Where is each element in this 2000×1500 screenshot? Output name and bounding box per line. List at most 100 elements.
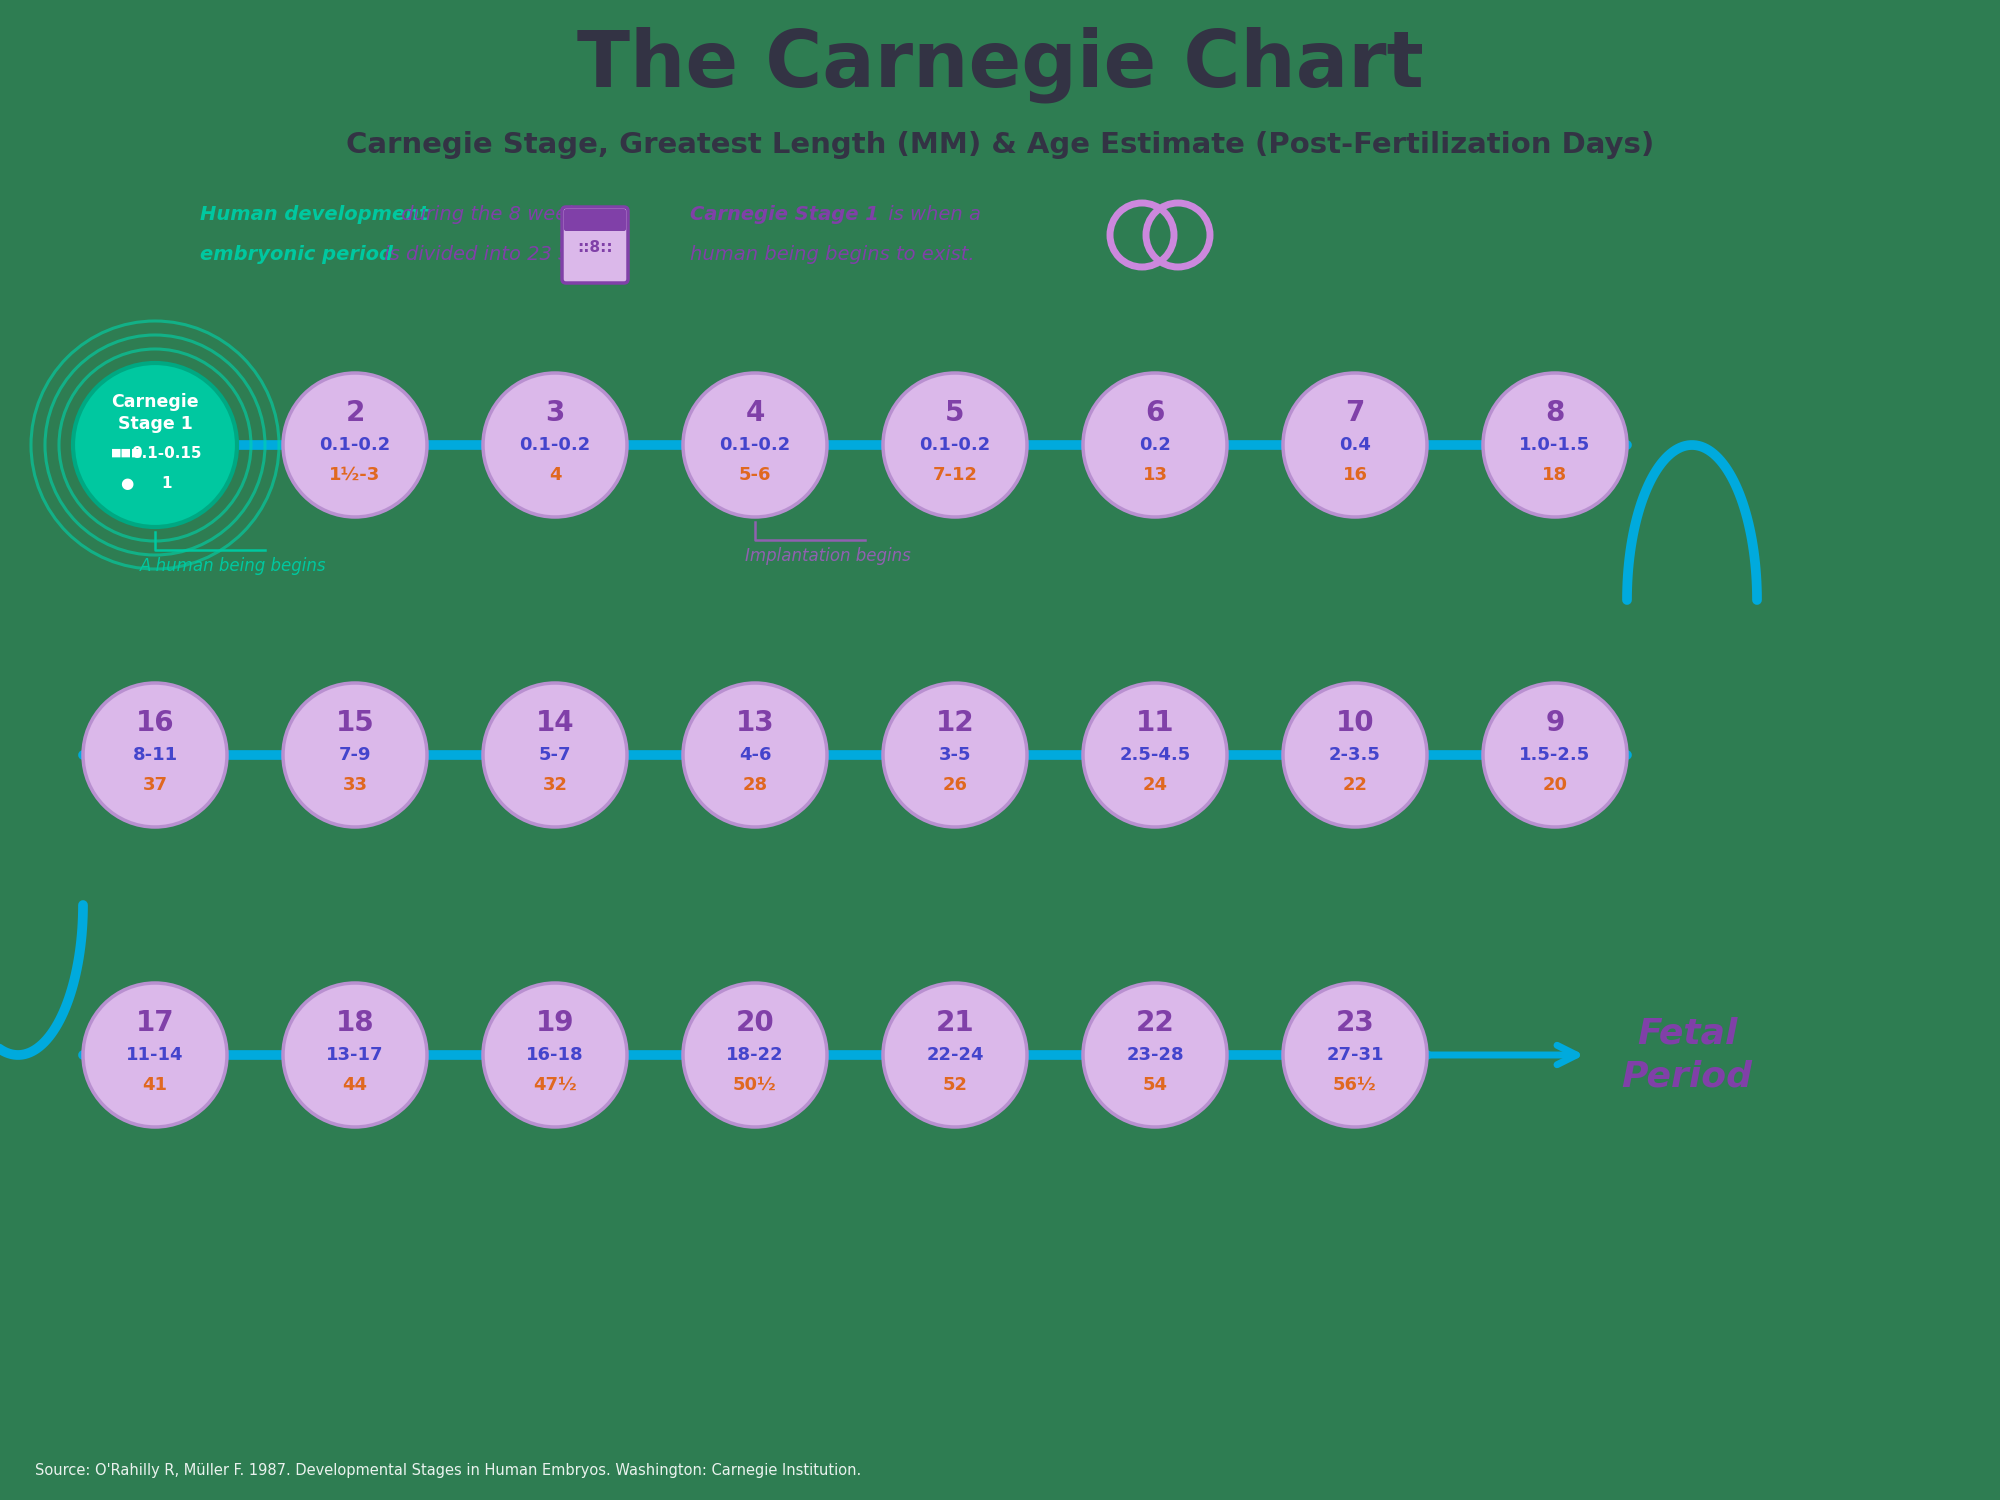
Text: 13-17: 13-17 xyxy=(326,1046,384,1064)
Text: 16: 16 xyxy=(136,710,174,736)
Text: 13: 13 xyxy=(736,710,774,736)
Text: during the 8 week: during the 8 week xyxy=(396,206,578,225)
Circle shape xyxy=(284,982,428,1126)
Text: Fetal
Period: Fetal Period xyxy=(1622,1017,1752,1094)
Circle shape xyxy=(484,982,628,1126)
Text: ●: ● xyxy=(120,476,134,490)
Text: 16: 16 xyxy=(1342,466,1368,484)
Text: 47½: 47½ xyxy=(534,1076,576,1094)
Text: 17: 17 xyxy=(136,1010,174,1036)
Circle shape xyxy=(684,982,828,1126)
Text: 9: 9 xyxy=(1546,710,1564,736)
Text: 44: 44 xyxy=(342,1076,368,1094)
Text: 0.1-0.15: 0.1-0.15 xyxy=(132,446,202,460)
Text: 7-12: 7-12 xyxy=(932,466,978,484)
Text: 28: 28 xyxy=(742,776,768,794)
Text: 18-22: 18-22 xyxy=(726,1046,784,1064)
Text: 37: 37 xyxy=(142,776,168,794)
Text: 10: 10 xyxy=(1336,710,1374,736)
Circle shape xyxy=(1284,374,1428,518)
Text: 0.1-0.2: 0.1-0.2 xyxy=(720,436,790,454)
Text: 7-9: 7-9 xyxy=(338,746,372,764)
Text: 13: 13 xyxy=(1142,466,1168,484)
Text: Carnegie Stage, Greatest Length (MM) & Age Estimate (Post-Fertilization Days): Carnegie Stage, Greatest Length (MM) & A… xyxy=(346,130,1654,159)
Circle shape xyxy=(84,682,228,826)
Text: 4-6: 4-6 xyxy=(738,746,772,764)
Text: 41: 41 xyxy=(142,1076,168,1094)
Circle shape xyxy=(884,982,1028,1126)
Text: 8-11: 8-11 xyxy=(132,746,178,764)
Circle shape xyxy=(284,374,428,518)
Circle shape xyxy=(484,682,628,826)
Circle shape xyxy=(684,682,828,826)
Text: 52: 52 xyxy=(942,1076,968,1094)
Text: 3: 3 xyxy=(546,399,564,427)
Text: 23: 23 xyxy=(1336,1010,1374,1036)
Text: 50½: 50½ xyxy=(734,1076,776,1094)
Text: 0.2: 0.2 xyxy=(1140,436,1170,454)
Text: human being begins to exist.: human being begins to exist. xyxy=(690,246,974,264)
Text: 1: 1 xyxy=(162,476,172,490)
Text: 20: 20 xyxy=(1542,776,1568,794)
Text: 15: 15 xyxy=(336,710,374,736)
Text: 22: 22 xyxy=(1342,776,1368,794)
Circle shape xyxy=(1084,682,1228,826)
Text: 18: 18 xyxy=(336,1010,374,1036)
Text: 0.1-0.2: 0.1-0.2 xyxy=(920,436,990,454)
Text: 2: 2 xyxy=(346,399,364,427)
Text: embryonic period: embryonic period xyxy=(200,246,392,264)
Text: 8: 8 xyxy=(1546,399,1564,427)
Text: 18: 18 xyxy=(1542,466,1568,484)
Circle shape xyxy=(72,363,238,526)
Text: 27-31: 27-31 xyxy=(1326,1046,1384,1064)
Text: 1½-3: 1½-3 xyxy=(330,466,380,484)
Text: 5-7: 5-7 xyxy=(538,746,572,764)
Text: 14: 14 xyxy=(536,710,574,736)
Text: 11-14: 11-14 xyxy=(126,1046,184,1064)
Text: 11: 11 xyxy=(1136,710,1174,736)
Text: 20: 20 xyxy=(736,1010,774,1036)
Text: 26: 26 xyxy=(942,776,968,794)
Text: 33: 33 xyxy=(342,776,368,794)
Text: ■■■: ■■■ xyxy=(112,448,142,458)
Text: 0.4: 0.4 xyxy=(1340,436,1370,454)
Text: 24: 24 xyxy=(1142,776,1168,794)
Text: Carnegie
Stage 1: Carnegie Stage 1 xyxy=(112,393,198,432)
Text: 3-5: 3-5 xyxy=(938,746,972,764)
Text: The Carnegie Chart: The Carnegie Chart xyxy=(576,27,1424,104)
Text: 5: 5 xyxy=(946,399,964,427)
Circle shape xyxy=(884,682,1028,826)
Text: 32: 32 xyxy=(542,776,568,794)
Text: 2.5-4.5: 2.5-4.5 xyxy=(1120,746,1190,764)
Text: Human development: Human development xyxy=(200,206,428,225)
Circle shape xyxy=(1084,982,1228,1126)
Text: 19: 19 xyxy=(536,1010,574,1036)
Text: 7: 7 xyxy=(1346,399,1364,427)
Text: 1.5-2.5: 1.5-2.5 xyxy=(1520,746,1590,764)
Circle shape xyxy=(1084,374,1228,518)
Text: 5-6: 5-6 xyxy=(738,466,772,484)
FancyBboxPatch shape xyxy=(564,209,626,231)
Text: 12: 12 xyxy=(936,710,974,736)
Text: 22: 22 xyxy=(1136,1010,1174,1036)
Text: 22-24: 22-24 xyxy=(926,1046,984,1064)
Text: is divided into 23 Stages.: is divided into 23 Stages. xyxy=(378,246,630,264)
Text: 4: 4 xyxy=(746,399,764,427)
Circle shape xyxy=(884,374,1028,518)
Text: 1.0-1.5: 1.0-1.5 xyxy=(1520,436,1590,454)
Circle shape xyxy=(684,374,828,518)
Text: 0.1-0.2: 0.1-0.2 xyxy=(320,436,390,454)
Text: A human being begins: A human being begins xyxy=(140,556,326,574)
Text: 2-3.5: 2-3.5 xyxy=(1330,746,1380,764)
Circle shape xyxy=(1284,982,1428,1126)
Circle shape xyxy=(484,374,628,518)
Text: is when a: is when a xyxy=(882,206,980,225)
Circle shape xyxy=(84,982,228,1126)
Circle shape xyxy=(1484,374,1628,518)
Text: 4: 4 xyxy=(548,466,562,484)
Text: 23-28: 23-28 xyxy=(1126,1046,1184,1064)
Text: 54: 54 xyxy=(1142,1076,1168,1094)
Text: 0.1-0.2: 0.1-0.2 xyxy=(520,436,590,454)
Text: Implantation begins: Implantation begins xyxy=(744,548,910,566)
Text: 16-18: 16-18 xyxy=(526,1046,584,1064)
